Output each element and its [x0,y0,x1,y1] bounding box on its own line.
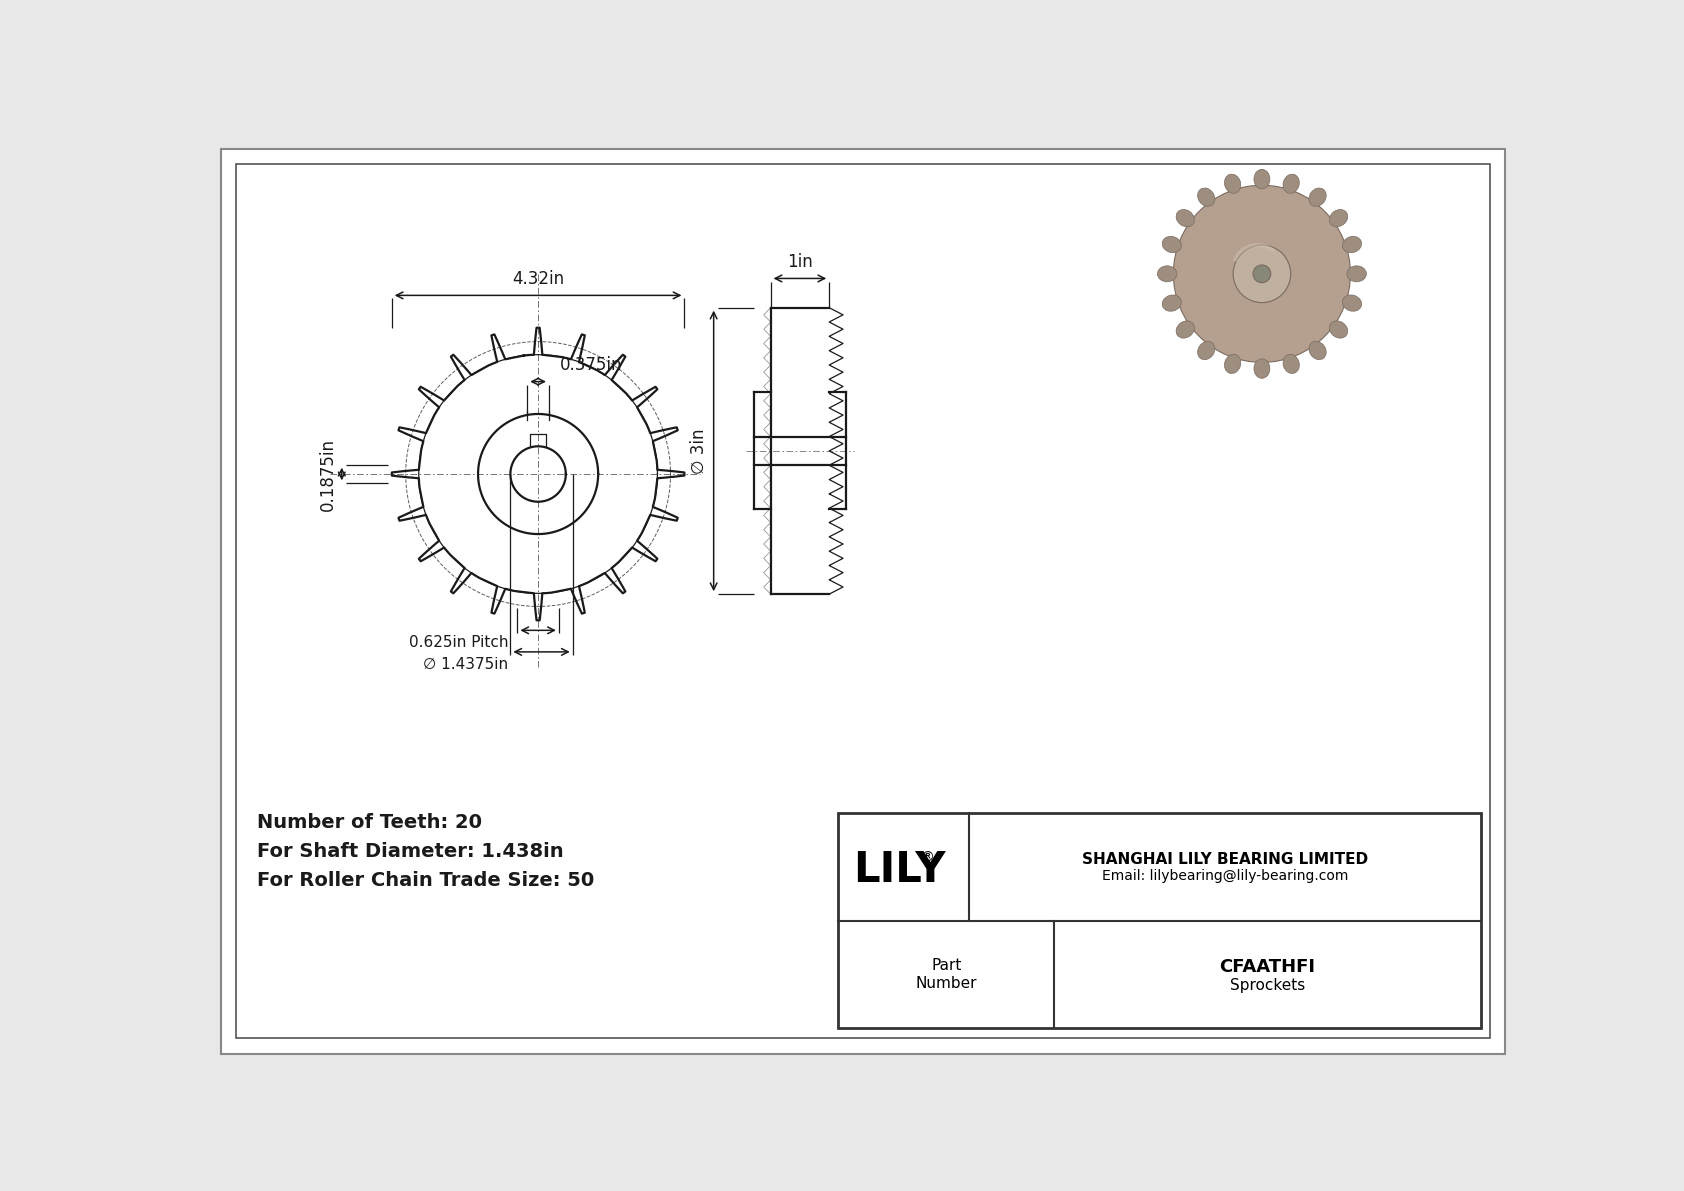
Ellipse shape [1308,342,1327,360]
Text: Number of Teeth: 20: Number of Teeth: 20 [258,812,482,831]
Ellipse shape [1253,264,1271,282]
Ellipse shape [1283,354,1300,374]
Ellipse shape [1255,358,1270,379]
Text: CFAATHFI: CFAATHFI [1219,958,1315,975]
Text: 1in: 1in [786,252,813,270]
Text: 4.32in: 4.32in [512,269,564,288]
Ellipse shape [1175,320,1194,338]
Ellipse shape [1162,295,1182,311]
Ellipse shape [1329,210,1347,226]
Ellipse shape [1157,266,1177,282]
Ellipse shape [1224,354,1241,374]
Text: 0.625in Pitch: 0.625in Pitch [409,635,509,650]
Text: 0.1875in: 0.1875in [320,437,337,511]
Ellipse shape [1308,188,1327,206]
Ellipse shape [1342,295,1362,311]
Text: SHANGHAI LILY BEARING LIMITED: SHANGHAI LILY BEARING LIMITED [1081,852,1367,867]
Text: ∅ 3in: ∅ 3in [689,429,707,474]
Text: Part
Number: Part Number [916,959,977,991]
Ellipse shape [1162,236,1182,252]
Text: ∅ 1.4375in: ∅ 1.4375in [423,656,509,672]
Ellipse shape [1175,210,1194,226]
Ellipse shape [1174,186,1351,362]
Ellipse shape [1347,266,1366,282]
Text: For Shaft Diameter: 1.438in: For Shaft Diameter: 1.438in [258,842,564,861]
Ellipse shape [1197,188,1214,206]
Text: Sprockets: Sprockets [1229,978,1305,993]
Text: 0.375in: 0.375in [561,356,623,374]
Ellipse shape [1224,174,1241,193]
Ellipse shape [1283,174,1300,193]
Text: For Roller Chain Trade Size: 50: For Roller Chain Trade Size: 50 [258,872,594,891]
Ellipse shape [1255,169,1270,189]
Ellipse shape [1342,236,1362,252]
Text: ®: ® [919,850,935,865]
Ellipse shape [1197,342,1214,360]
Bar [839,812,1480,1028]
Text: Email: lilybearing@lily-bearing.com: Email: lilybearing@lily-bearing.com [1101,869,1349,883]
Ellipse shape [1233,245,1290,303]
Text: LILY: LILY [854,849,945,891]
Ellipse shape [1329,320,1347,338]
